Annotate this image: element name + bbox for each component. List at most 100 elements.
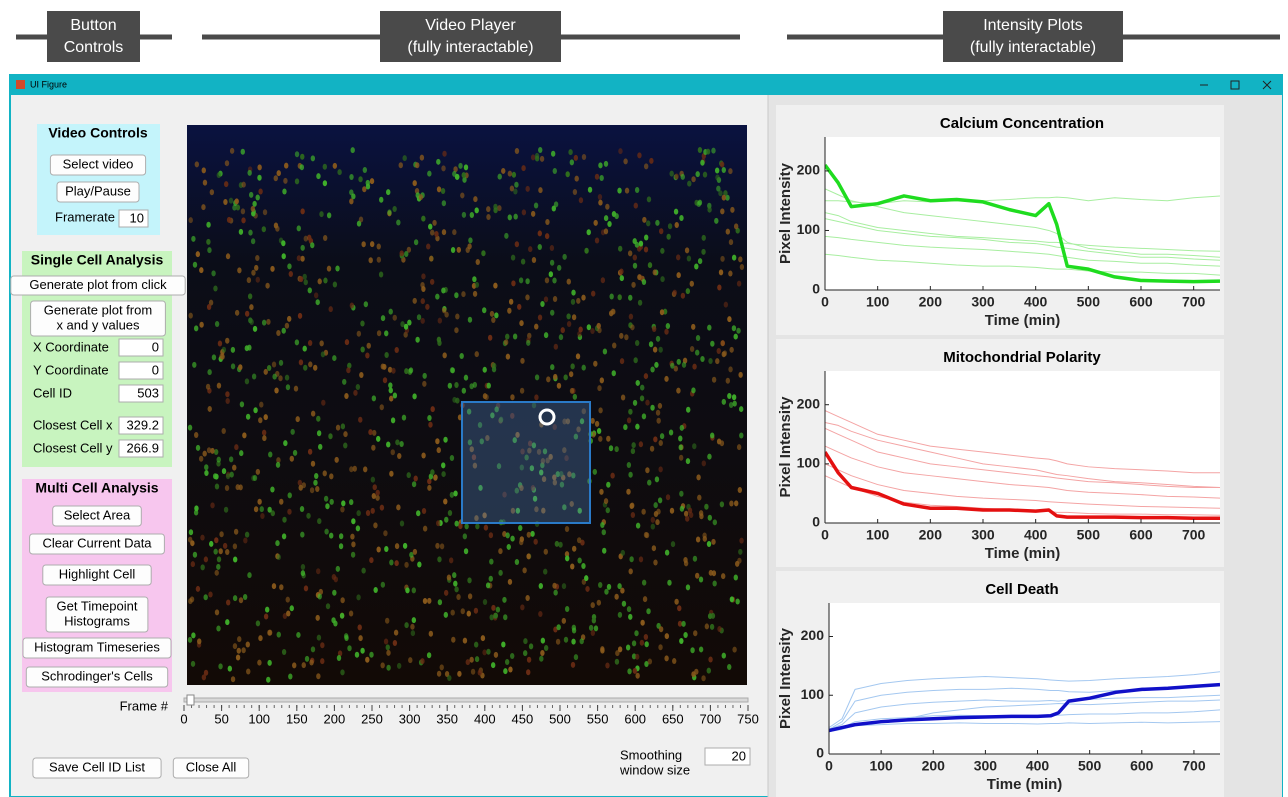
- cell-dot: [360, 320, 365, 327]
- cell-dot: [210, 502, 215, 509]
- cell-dot: [403, 323, 409, 330]
- cell-dot: [355, 383, 361, 390]
- x-tick-label: 200: [922, 758, 946, 774]
- cell-dot: [556, 382, 562, 389]
- input-field[interactable]: [118, 338, 164, 357]
- cell-dot: [248, 191, 254, 198]
- cell-dot: [607, 220, 612, 227]
- button[interactable]: [52, 505, 142, 527]
- cell-dot: [363, 301, 369, 308]
- cell-dot: [243, 537, 248, 544]
- button[interactable]: [32, 757, 162, 779]
- button[interactable]: [49, 154, 147, 176]
- input-field[interactable]: [118, 416, 164, 435]
- input-field[interactable]: [118, 384, 164, 403]
- cell-dot: [601, 529, 606, 536]
- cell-dot: [281, 533, 287, 540]
- maximize-button[interactable]: [1230, 80, 1240, 90]
- cell-dot: [683, 556, 688, 563]
- input-field[interactable]: [118, 209, 149, 228]
- cell-dot: [411, 617, 417, 624]
- series-line: [829, 721, 1220, 733]
- cell-dot: [398, 162, 403, 169]
- x-tick-label: 600: [1130, 758, 1154, 774]
- cell-dot: [670, 362, 675, 369]
- cell-dot: [449, 455, 455, 462]
- cell-dot: [649, 157, 654, 164]
- cell-dot: [436, 336, 442, 343]
- cell-dot: [602, 348, 608, 355]
- cell-dot: [555, 638, 561, 645]
- cell-dot: [428, 630, 434, 637]
- cell-dot: [579, 418, 585, 425]
- cell-dot: [736, 280, 742, 287]
- cell-dot: [310, 410, 316, 417]
- cell-dot: [288, 271, 294, 278]
- cell-dot: [236, 647, 241, 654]
- cell-dot: [259, 401, 264, 408]
- cell-dot: [465, 659, 471, 666]
- input-field[interactable]: [118, 361, 164, 380]
- button[interactable]: [56, 181, 140, 203]
- cell-dot: [721, 652, 726, 659]
- button[interactable]: [22, 637, 172, 659]
- cell-dot: [244, 531, 250, 538]
- cell-dot: [208, 591, 213, 598]
- cell-dot: [592, 468, 597, 475]
- cell-dot: [658, 346, 663, 353]
- cell-dot: [335, 424, 341, 431]
- cell-dot: [222, 542, 228, 549]
- cell-dot: [660, 247, 665, 254]
- button[interactable]: [45, 596, 149, 633]
- cell-dot: [640, 619, 645, 626]
- cell-dot: [289, 605, 294, 612]
- input-field[interactable]: [118, 439, 164, 458]
- cell-dot: [572, 189, 578, 196]
- slider-thumb[interactable]: [186, 694, 195, 706]
- cell-dot: [225, 599, 231, 606]
- cell-dot: [232, 595, 238, 602]
- cell-dot: [421, 452, 426, 459]
- cell-dot: [576, 537, 582, 544]
- cell-dot: [654, 476, 660, 483]
- cell-dot: [519, 387, 525, 394]
- button[interactable]: [42, 564, 152, 586]
- y-tick-label: 100: [797, 221, 821, 237]
- cell-dot: [332, 355, 337, 362]
- cell-dot: [739, 264, 745, 271]
- cell-dot: [562, 447, 567, 454]
- series-line: [825, 445, 1220, 499]
- cell-dot: [634, 653, 640, 660]
- cell-dot: [628, 568, 633, 575]
- cell-dot: [544, 277, 550, 284]
- cell-dot: [417, 561, 422, 568]
- field-label: Closest Cell y: [33, 440, 113, 455]
- cell-dot: [494, 406, 499, 413]
- cell-dot: [341, 500, 346, 507]
- cell-dot: [250, 238, 256, 245]
- cell-dot: [731, 254, 737, 261]
- cell-dot: [739, 432, 744, 439]
- close-button[interactable]: [1262, 80, 1272, 90]
- cell-dot: [712, 580, 717, 587]
- button[interactable]: [10, 275, 186, 296]
- cell-dot: [584, 575, 589, 582]
- cell-dot: [267, 506, 272, 513]
- cell-dot: [723, 190, 728, 197]
- cell-dot: [637, 274, 642, 281]
- cell-dot: [679, 424, 685, 431]
- cell-dot: [368, 429, 373, 436]
- cell-dot: [554, 540, 560, 547]
- cell-dot: [350, 147, 355, 154]
- input-field[interactable]: [704, 747, 751, 766]
- cell-dot: [718, 269, 724, 276]
- button[interactable]: [172, 757, 250, 779]
- cell-dot: [704, 623, 710, 630]
- button[interactable]: [29, 533, 165, 555]
- cell-dot: [526, 553, 531, 560]
- cell-dot: [225, 337, 230, 344]
- cell-dot: [574, 175, 579, 182]
- button[interactable]: [30, 300, 166, 337]
- cell-dot: [329, 473, 334, 480]
- button[interactable]: [25, 666, 169, 688]
